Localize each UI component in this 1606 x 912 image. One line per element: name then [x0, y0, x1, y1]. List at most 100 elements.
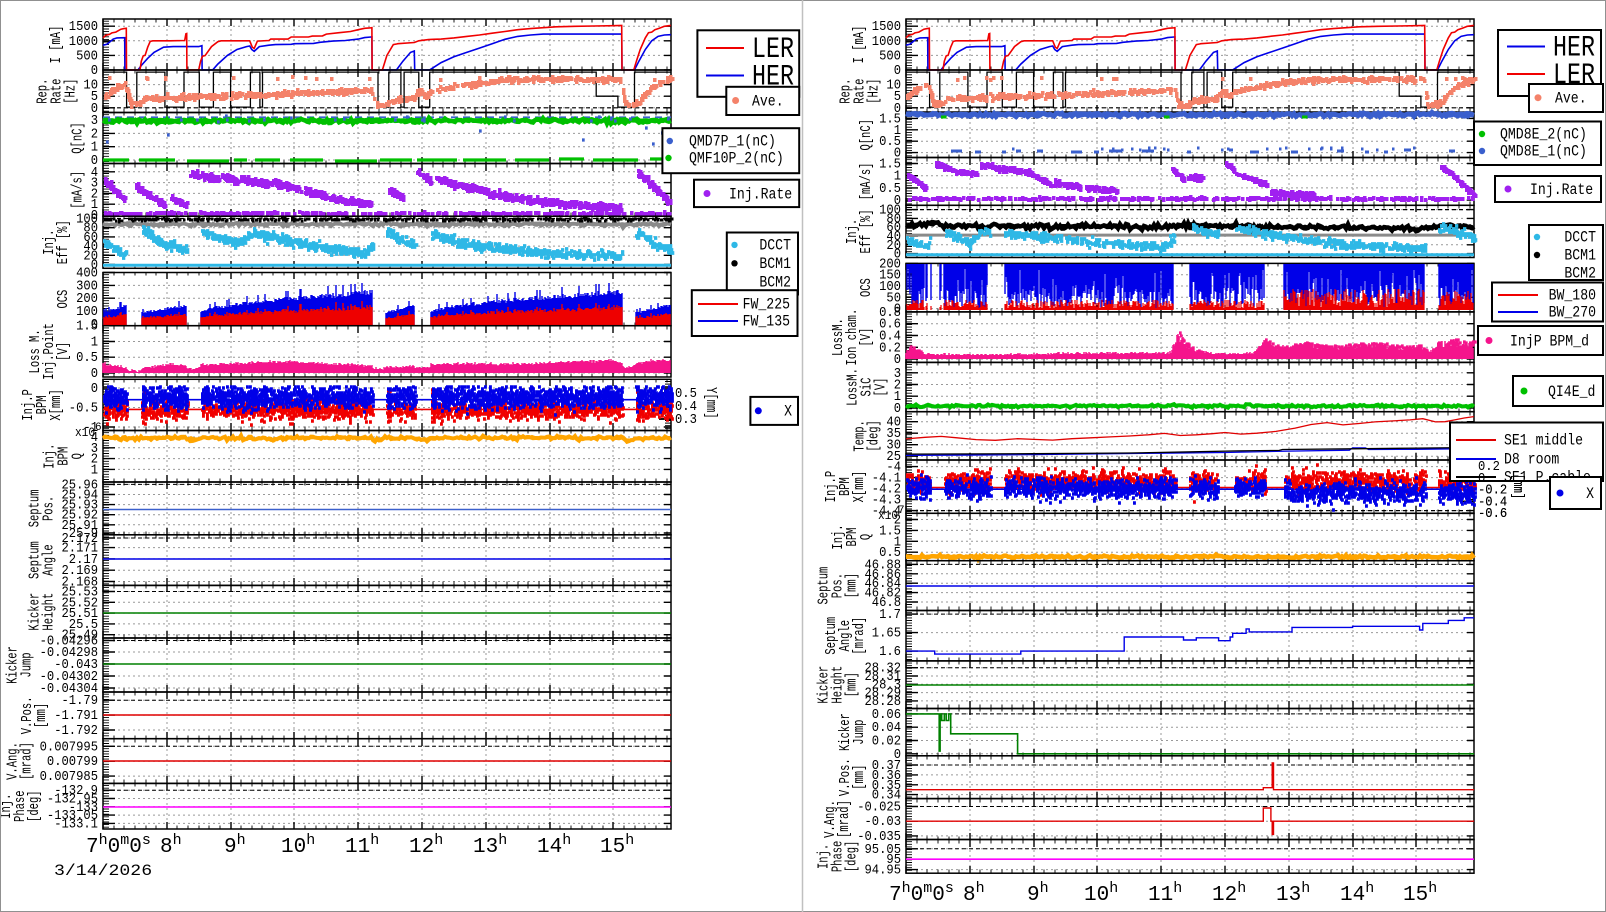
svg-text:-0.04296: -0.04296 [40, 634, 98, 650]
svg-text:0.2: 0.2 [1478, 459, 1500, 475]
svg-text:0.06: 0.06 [872, 707, 901, 723]
svg-text:25.5: 25.5 [69, 617, 98, 633]
svg-text:1500: 1500 [69, 19, 98, 35]
svg-text:-0.025: -0.025 [857, 800, 901, 816]
svg-text:80: 80 [83, 221, 98, 237]
svg-text:-4.2: -4.2 [872, 482, 901, 498]
svg-text:3: 3 [91, 113, 98, 129]
svg-text:0.2: 0.2 [879, 340, 901, 356]
svg-text:-4.3: -4.3 [872, 493, 901, 509]
svg-text:0: 0 [894, 193, 901, 209]
svg-text:0: 0 [91, 317, 98, 333]
svg-text:2: 2 [91, 452, 98, 468]
svg-text:Inj.: Inj. [830, 524, 847, 549]
svg-text:7h0m0s: 7h0m0s [86, 832, 151, 859]
svg-text:25.53: 25.53 [62, 585, 99, 601]
svg-text:[mm]: [mm] [844, 672, 861, 697]
svg-text:0: 0 [894, 63, 901, 79]
svg-text:1: 1 [894, 123, 901, 139]
svg-text:[mm]: [mm] [851, 765, 868, 790]
svg-text:-132.9: -132.9 [54, 783, 98, 799]
svg-text:30: 30 [886, 438, 901, 454]
svg-text:60: 60 [83, 230, 98, 246]
svg-text:0.6: 0.6 [879, 317, 901, 333]
svg-text:2: 2 [91, 126, 98, 142]
svg-text:7h0m0s: 7h0m0s [889, 880, 954, 907]
svg-text:QMD8E_2(nC): QMD8E_2(nC) [1500, 126, 1587, 144]
svg-text:4: 4 [91, 165, 98, 181]
svg-text:-133.05: -133.05 [47, 808, 98, 824]
svg-text:Inj.Point: Inj.Point [41, 323, 58, 380]
svg-text:Eff [%]: Eff [%] [858, 209, 875, 253]
svg-text:25.92: 25.92 [62, 508, 99, 524]
svg-text:[V]: [V] [858, 328, 875, 347]
svg-text:95.05: 95.05 [865, 842, 902, 858]
svg-text:Inj.Rate: Inj.Rate [1530, 181, 1593, 199]
svg-text:3: 3 [894, 366, 901, 382]
svg-text:-4.1: -4.1 [872, 471, 901, 487]
svg-text:-0.6: -0.6 [1478, 506, 1507, 522]
svg-text:Q[nC]: Q[nC] [70, 122, 87, 154]
svg-text:Inj.P: Inj.P [823, 471, 840, 503]
svg-text:-1.791: -1.791 [54, 708, 98, 724]
svg-text:0: 0 [894, 146, 901, 162]
svg-text:2.169: 2.169 [62, 563, 99, 579]
svg-text:0.5: 0.5 [879, 181, 901, 197]
svg-text:28.29: 28.29 [865, 686, 902, 702]
svg-text:95: 95 [886, 852, 901, 868]
svg-text:QMD7P_1(nC): QMD7P_1(nC) [689, 133, 776, 151]
svg-text:46.84: 46.84 [865, 576, 902, 592]
svg-text:0.35: 0.35 [872, 778, 901, 794]
svg-text:0: 0 [91, 258, 98, 274]
svg-text:Inj.P: Inj.P [20, 389, 37, 421]
svg-text:FW_225: FW_225 [743, 296, 790, 314]
svg-text:0: 0 [894, 302, 901, 318]
svg-text:BPM: BPM [34, 395, 51, 414]
svg-text:0.4: 0.4 [675, 399, 697, 415]
svg-text:OCS: OCS [858, 278, 875, 297]
svg-text:BPM: BPM [56, 447, 73, 466]
svg-text:Phase: Phase [12, 790, 29, 822]
svg-text:100: 100 [879, 203, 901, 219]
svg-text:80: 80 [886, 211, 901, 227]
svg-text:1: 1 [894, 389, 901, 405]
svg-text:-0.04304: -0.04304 [40, 681, 98, 697]
svg-text:25.96: 25.96 [62, 477, 99, 493]
svg-text:[Hz]: [Hz] [865, 79, 882, 104]
svg-text:Kicker: Kicker [27, 593, 44, 631]
svg-text:40: 40 [886, 229, 901, 245]
svg-text:-4.4: -4.4 [872, 504, 901, 520]
svg-text:100: 100 [76, 212, 98, 228]
svg-text:[Hz]: [Hz] [62, 79, 79, 104]
svg-text:0: 0 [1478, 471, 1485, 487]
svg-text:1000: 1000 [69, 34, 98, 50]
svg-text:-4: -4 [886, 460, 901, 476]
svg-text:1: 1 [91, 197, 98, 213]
svg-text:-1.792: -1.792 [54, 723, 98, 739]
svg-text:SiC: SiC [859, 378, 876, 397]
svg-text:-0.2: -0.2 [1478, 483, 1507, 499]
svg-text:0.3: 0.3 [675, 412, 697, 428]
svg-text:[mm]: [mm] [844, 573, 861, 598]
svg-text:46.88: 46.88 [865, 557, 902, 573]
svg-text:25.94: 25.94 [62, 488, 99, 504]
svg-text:V.Ang.: V.Ang. [5, 742, 22, 780]
svg-text:Ion cham.: Ion cham. [844, 309, 861, 366]
svg-text:300: 300 [76, 278, 98, 294]
svg-text:25.52: 25.52 [62, 595, 99, 611]
svg-text:4: 4 [91, 430, 98, 446]
svg-text:25.93: 25.93 [62, 498, 99, 514]
svg-text:0.5: 0.5 [76, 350, 98, 366]
svg-text:Pos.: Pos. [830, 573, 847, 598]
svg-text:Rate: Rate [48, 79, 65, 104]
svg-text:1.5: 1.5 [879, 157, 901, 173]
svg-text:Jump: Jump [851, 720, 868, 745]
svg-text:Pos.: Pos. [41, 496, 58, 521]
svg-text:25.51: 25.51 [62, 606, 99, 622]
svg-text:D8 room: D8 room [1504, 451, 1559, 469]
svg-text:LER: LER [752, 33, 794, 67]
svg-text:OCS: OCS [55, 290, 72, 309]
svg-text:-0.04302: -0.04302 [40, 669, 98, 685]
svg-text:1: 1 [894, 534, 901, 550]
svg-text:Kicker: Kicker [816, 666, 833, 704]
